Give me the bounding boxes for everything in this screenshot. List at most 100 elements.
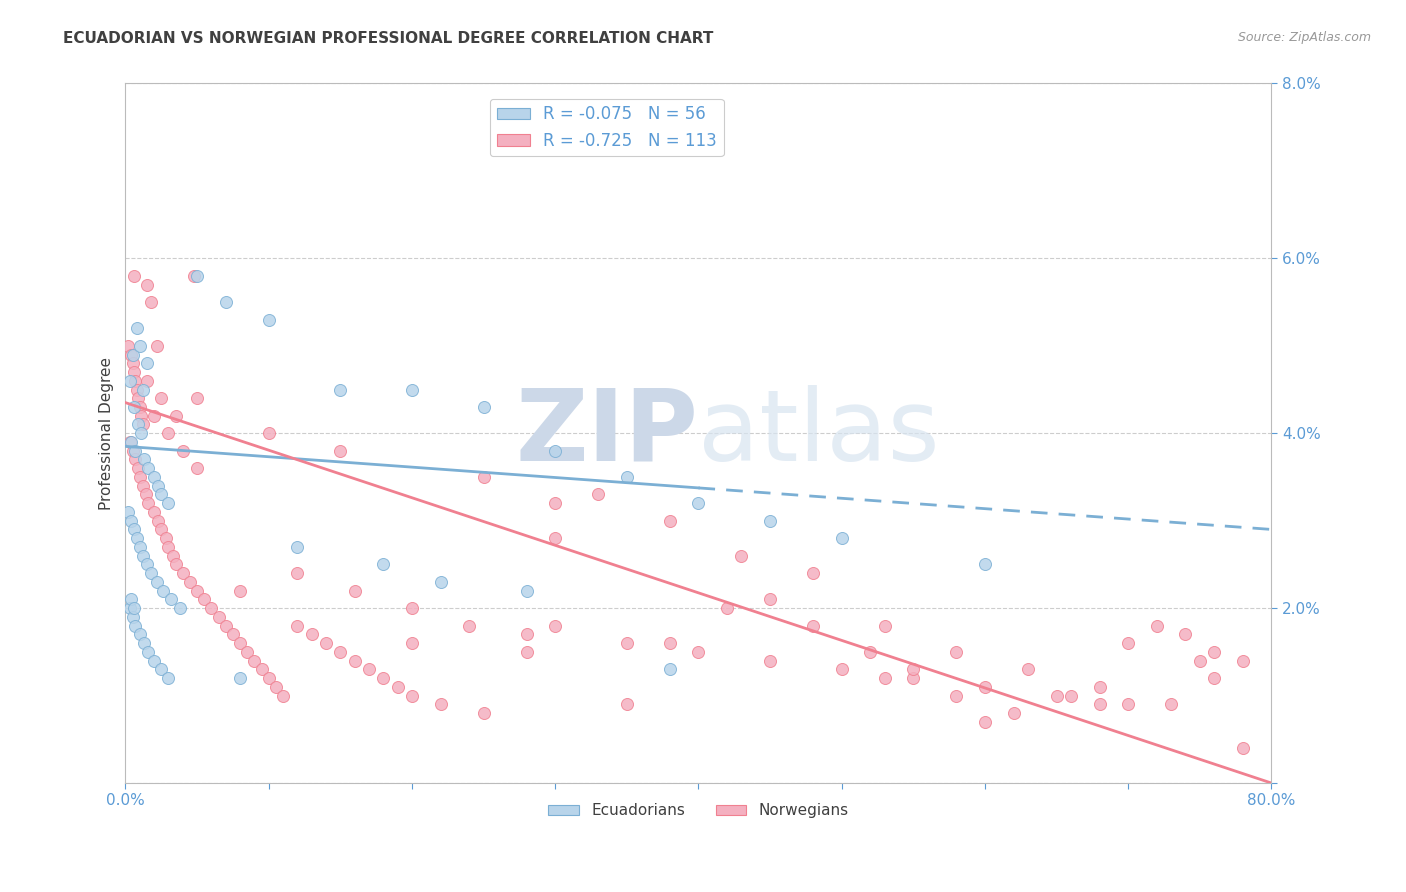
Point	[148, 514, 170, 528]
Point	[801, 566, 824, 581]
Point	[658, 662, 681, 676]
Point	[138, 645, 160, 659]
Text: ZIP: ZIP	[516, 384, 699, 482]
Point	[329, 383, 352, 397]
Point	[458, 618, 481, 632]
Point	[136, 558, 159, 572]
Point	[128, 540, 150, 554]
Point	[146, 339, 169, 353]
Point	[945, 645, 967, 659]
Point	[1088, 680, 1111, 694]
Point	[271, 689, 294, 703]
Point	[122, 268, 145, 283]
Point	[387, 680, 409, 694]
Point	[329, 645, 352, 659]
Point	[157, 671, 180, 685]
Point	[128, 470, 150, 484]
Point	[121, 610, 143, 624]
Point	[516, 583, 538, 598]
Point	[616, 698, 638, 712]
Point	[759, 654, 782, 668]
Point	[143, 409, 166, 423]
Point	[143, 470, 166, 484]
Point	[157, 426, 180, 441]
Point	[343, 654, 366, 668]
Point	[193, 592, 215, 607]
Point	[945, 689, 967, 703]
Point	[243, 654, 266, 668]
Point	[315, 636, 337, 650]
Point	[160, 592, 183, 607]
Point	[250, 662, 273, 676]
Point	[165, 409, 187, 423]
Point	[128, 627, 150, 641]
Point	[688, 496, 710, 510]
Point	[1232, 741, 1254, 756]
Point	[122, 601, 145, 615]
Point	[120, 592, 142, 607]
Point	[169, 601, 191, 615]
Point	[257, 426, 280, 441]
Y-axis label: Professional Degree: Professional Degree	[100, 357, 114, 509]
Point	[141, 566, 163, 581]
Point	[401, 689, 423, 703]
Point	[122, 365, 145, 379]
Point	[516, 645, 538, 659]
Point	[1045, 689, 1067, 703]
Point	[730, 549, 752, 563]
Text: Source: ZipAtlas.com: Source: ZipAtlas.com	[1237, 31, 1371, 45]
Point	[128, 400, 150, 414]
Point	[831, 531, 853, 545]
Point	[186, 583, 208, 598]
Point	[873, 671, 896, 685]
Point	[131, 417, 153, 432]
Point	[122, 523, 145, 537]
Point	[343, 583, 366, 598]
Point	[172, 443, 194, 458]
Point	[285, 618, 308, 632]
Point	[759, 514, 782, 528]
Point	[658, 514, 681, 528]
Point	[143, 654, 166, 668]
Point	[472, 706, 495, 720]
Point	[136, 374, 159, 388]
Point	[172, 566, 194, 581]
Point	[544, 443, 567, 458]
Point	[186, 461, 208, 475]
Point	[831, 662, 853, 676]
Point	[544, 496, 567, 510]
Point	[974, 558, 997, 572]
Point	[616, 636, 638, 650]
Point	[586, 487, 609, 501]
Point	[128, 339, 150, 353]
Point	[141, 295, 163, 310]
Point	[162, 549, 184, 563]
Point	[472, 400, 495, 414]
Point	[132, 452, 155, 467]
Point	[118, 601, 141, 615]
Point	[903, 662, 925, 676]
Point	[229, 583, 252, 598]
Point	[1204, 671, 1226, 685]
Point	[1160, 698, 1182, 712]
Point	[688, 645, 710, 659]
Point	[143, 505, 166, 519]
Point	[1116, 636, 1139, 650]
Point	[222, 627, 245, 641]
Point	[1060, 689, 1083, 703]
Point	[264, 680, 287, 694]
Point	[131, 383, 153, 397]
Point	[229, 671, 252, 685]
Point	[150, 391, 173, 405]
Point	[401, 636, 423, 650]
Point	[974, 680, 997, 694]
Point	[121, 356, 143, 370]
Point	[155, 531, 177, 545]
Point	[1116, 698, 1139, 712]
Point	[544, 531, 567, 545]
Point	[1017, 662, 1039, 676]
Point	[127, 417, 149, 432]
Point	[716, 601, 738, 615]
Point	[1232, 654, 1254, 668]
Point	[183, 268, 205, 283]
